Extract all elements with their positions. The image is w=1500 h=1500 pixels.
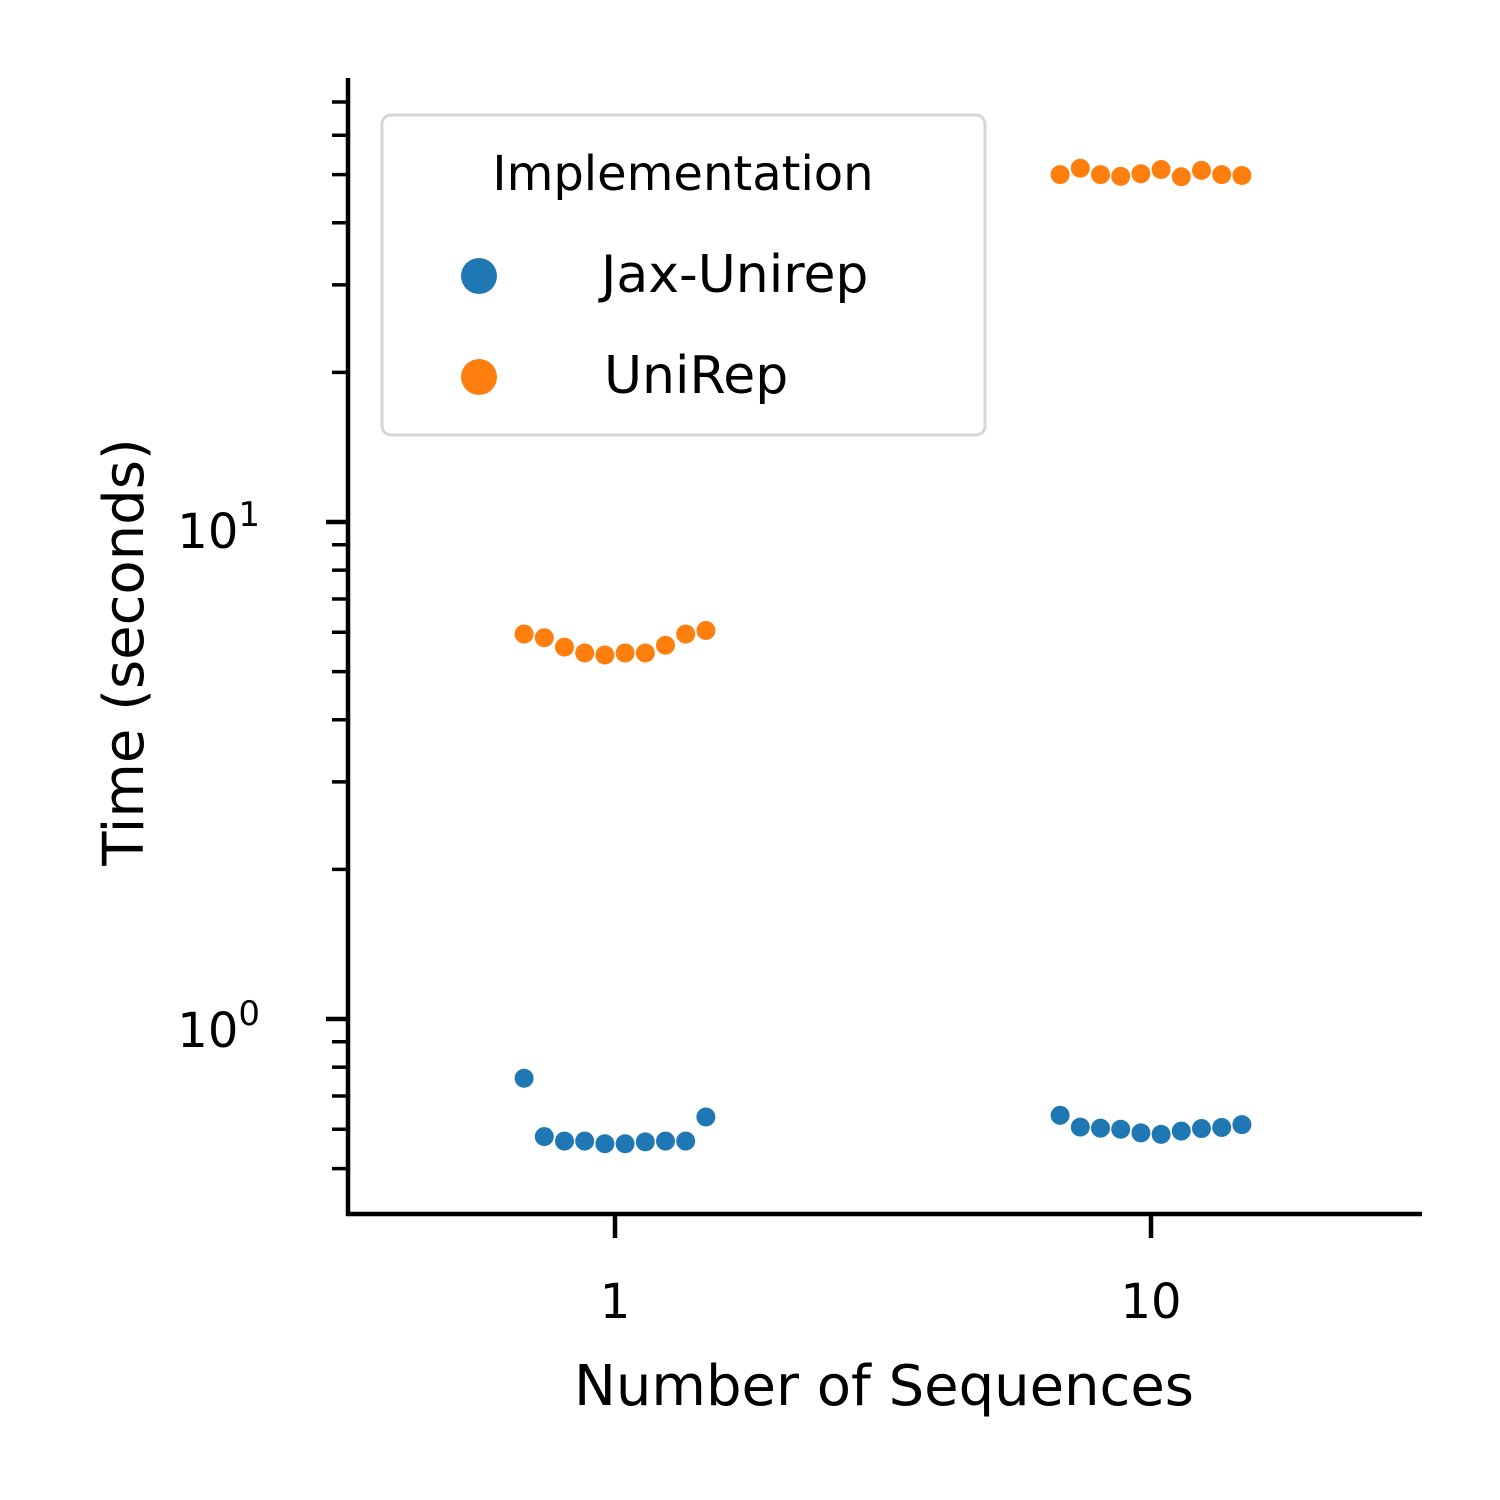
data-point-unirep — [1192, 160, 1211, 180]
legend-label-unirep: UniRep — [604, 346, 788, 406]
data-point-unirep — [676, 624, 696, 644]
y-tick-label-10: 101 — [177, 495, 260, 560]
data-point-unirep — [1232, 165, 1252, 185]
data-point-jax-unirep — [656, 1131, 675, 1151]
data-point-jax-unirep — [595, 1134, 615, 1154]
data-point-jax-unirep — [514, 1068, 534, 1088]
x-tick-label-1: 1 — [600, 1274, 631, 1330]
data-point-unirep — [1151, 159, 1171, 179]
legend-marker-unirep — [461, 359, 497, 395]
data-point-jax-unirep — [615, 1134, 635, 1154]
data-point-unirep — [1212, 165, 1232, 185]
data-point-jax-unirep — [1232, 1115, 1252, 1135]
data-point-unirep — [514, 624, 534, 644]
data-point-jax-unirep — [1070, 1117, 1090, 1137]
data-point-jax-unirep — [1212, 1117, 1232, 1137]
data-point-jax-unirep — [1192, 1119, 1211, 1139]
legend-marker-jax-unirep — [461, 258, 497, 294]
data-point-unirep — [534, 628, 554, 648]
data-point-jax-unirep — [676, 1131, 696, 1151]
y-tick-label-1: 100 — [177, 994, 260, 1059]
axis-ticks — [326, 100, 1154, 1238]
legend-frame — [380, 113, 987, 437]
data-point-jax-unirep — [1111, 1119, 1131, 1139]
data-point-unirep — [575, 643, 595, 663]
data-point-unirep — [1171, 167, 1191, 187]
y-axis-label: Time (seconds) — [92, 438, 157, 866]
data-point-jax-unirep — [696, 1107, 716, 1127]
data-points — [514, 158, 1252, 1154]
data-point-unirep — [635, 643, 655, 663]
data-point-jax-unirep — [555, 1131, 574, 1151]
legend-title: Implementation — [492, 146, 873, 202]
x-tick-label-10: 10 — [1120, 1274, 1181, 1330]
data-point-unirep — [696, 620, 716, 640]
data-point-unirep — [595, 645, 615, 665]
data-point-unirep — [1091, 165, 1110, 185]
data-point-unirep — [555, 637, 574, 657]
data-point-jax-unirep — [635, 1132, 655, 1152]
data-point-jax-unirep — [575, 1131, 595, 1151]
legend: Implementation Jax-Unirep UniRep — [380, 113, 987, 437]
data-point-jax-unirep — [1151, 1124, 1171, 1144]
data-point-unirep — [615, 643, 635, 663]
data-point-unirep — [1050, 165, 1070, 185]
data-point-jax-unirep — [1171, 1121, 1191, 1141]
data-point-unirep — [1111, 166, 1131, 186]
x-axis-label: Number of Sequences — [574, 1354, 1194, 1419]
data-point-jax-unirep — [534, 1127, 554, 1147]
data-point-unirep — [1131, 164, 1151, 184]
legend-label-jax-unirep: Jax-Unirep — [598, 245, 868, 305]
data-point-unirep — [656, 635, 675, 655]
data-point-unirep — [1070, 158, 1090, 178]
data-point-jax-unirep — [1050, 1105, 1070, 1125]
data-point-jax-unirep — [1131, 1123, 1151, 1143]
data-point-jax-unirep — [1091, 1118, 1110, 1138]
